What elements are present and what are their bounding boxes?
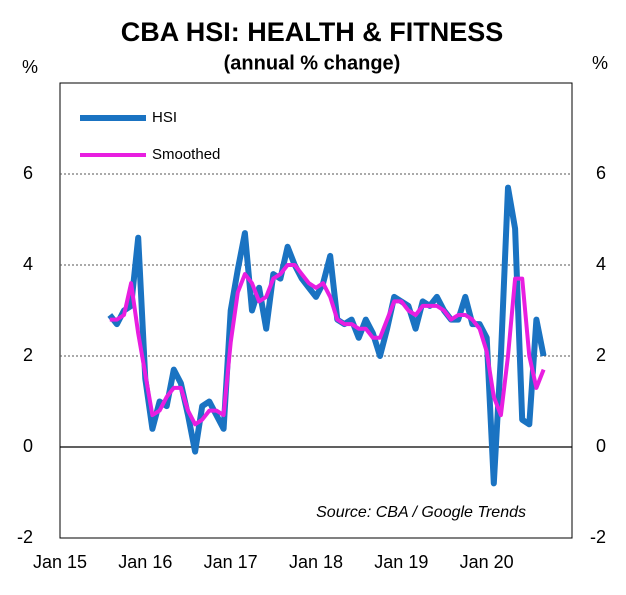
chart-title: CBA HSI: HEALTH & FITNESS	[121, 17, 504, 47]
x-tick-label: Jan 18	[289, 552, 343, 572]
y-tick-label: -2	[17, 527, 33, 547]
series-line	[107, 184, 547, 487]
y-tick-label: 2	[23, 345, 33, 365]
source-note: Source: CBA / Google Trends	[316, 504, 526, 521]
series-line	[109, 263, 546, 427]
legend-label: Smoothed	[152, 146, 220, 163]
y2-tick-label: 4	[596, 254, 606, 274]
legend-label: HSI	[152, 109, 177, 126]
x-tick-label: Jan 20	[460, 552, 514, 572]
y2-tick-label: 0	[596, 436, 606, 456]
x-tick-label: Jan 15	[33, 552, 87, 572]
y2-tick-label: 2	[596, 345, 606, 365]
y-tick-label: 4	[23, 254, 33, 274]
y-tick-label: 6	[23, 163, 33, 183]
x-tick-label: Jan 17	[204, 552, 258, 572]
y2-axis-label: %	[592, 53, 608, 73]
y-tick-label: 0	[23, 436, 33, 456]
plot-frame	[59, 82, 573, 539]
x-tick-label: Jan 16	[118, 552, 172, 572]
x-tick-label: Jan 19	[374, 552, 428, 572]
y-axis-label: %	[22, 57, 38, 77]
y2-tick-label: -2	[590, 527, 606, 547]
y2-tick-label: 6	[596, 163, 606, 183]
chart-subtitle: (annual % change)	[224, 52, 401, 74]
